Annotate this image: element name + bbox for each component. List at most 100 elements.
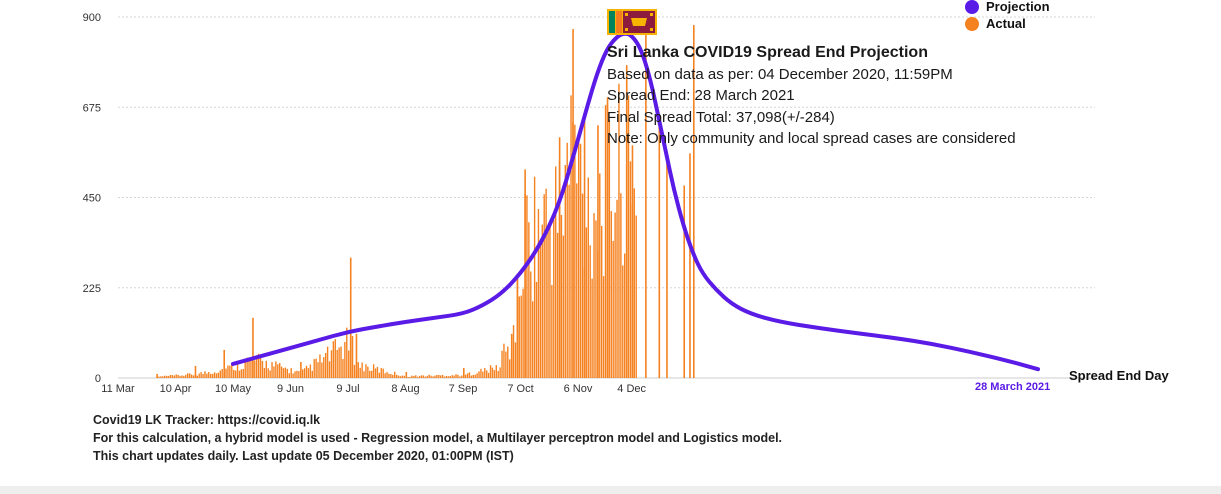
- actual-bar: [409, 376, 411, 378]
- actual-bar: [252, 317, 254, 378]
- actual-bar: [395, 374, 398, 378]
- footer-tracker-link[interactable]: Covid19 LK Tracker: https://covid.iq.lk: [93, 413, 321, 427]
- actual-bar: [445, 375, 448, 378]
- actual-bar: [583, 117, 586, 379]
- actual-bar: [378, 372, 381, 378]
- actual-bar: [601, 225, 603, 378]
- actual-bar: [478, 371, 480, 378]
- actual-bar: [204, 371, 206, 378]
- actual-bar: [484, 368, 486, 378]
- actual-bar: [560, 214, 563, 378]
- end-date-label: 28 March 2021: [975, 381, 1051, 393]
- actual-bar: [225, 368, 227, 378]
- actual-bar: [194, 365, 197, 378]
- actual-bar: [576, 183, 578, 378]
- actual-bar: [476, 373, 478, 378]
- actual-bar: [606, 97, 609, 378]
- actual-bar: [578, 138, 580, 378]
- actual-bar: [384, 373, 386, 378]
- projection-annotation: Sri Lanka COVID19 Spread End Projection …: [607, 42, 1016, 150]
- actual-bar: [179, 375, 181, 378]
- actual-bar: [173, 375, 175, 378]
- annotation-line-final-total: Final Spread Total: 37,098(+/-284): [607, 108, 835, 126]
- actual-bar: [528, 222, 530, 378]
- actual-bar: [246, 357, 248, 378]
- actual-bar: [599, 173, 601, 378]
- actual-bar: [325, 352, 327, 378]
- actual-bar: [547, 226, 549, 378]
- actual-bar: [539, 245, 542, 378]
- actual-bar: [633, 188, 635, 378]
- y-tick-label: 675: [83, 102, 101, 114]
- actual-bar: [164, 375, 166, 378]
- actual-bar: [192, 375, 195, 378]
- actual-bar: [211, 373, 214, 378]
- actual-bar: [610, 211, 612, 378]
- legend: Projection Actual: [965, 0, 1050, 32]
- actual-bar: [631, 145, 634, 378]
- actual-bar: [468, 372, 471, 378]
- actual-bar: [234, 370, 237, 378]
- actual-bar: [330, 350, 333, 378]
- actual-bar: [397, 375, 400, 378]
- actual-bar: [440, 375, 442, 378]
- actual-bar: [315, 358, 317, 378]
- actual-bar: [183, 375, 185, 378]
- actual-bar: [447, 376, 450, 378]
- x-tick-label: 6 Nov: [564, 383, 593, 395]
- actual-bar: [430, 375, 432, 378]
- actual-bar: [346, 327, 348, 378]
- actual-bar: [342, 359, 344, 378]
- actual-bar: [394, 371, 396, 378]
- x-tick-label: 9 Jun: [277, 383, 304, 395]
- actual-bar: [202, 373, 204, 378]
- actual-bar: [231, 363, 233, 378]
- legend-label-actual: Actual: [986, 16, 1026, 31]
- actual-bar: [568, 184, 570, 378]
- actual-bar: [556, 232, 559, 378]
- actual-bar: [516, 273, 519, 378]
- footer-model-note: For this calculation, a hybrid model is …: [93, 431, 783, 445]
- actual-bar: [403, 375, 405, 378]
- actual-bar: [363, 371, 365, 378]
- actual-bar: [558, 137, 561, 378]
- actual-bar: [487, 372, 490, 378]
- actual-bar: [537, 209, 540, 378]
- actual-bar: [355, 333, 358, 378]
- actual-bar: [165, 375, 168, 378]
- actual-bar: [259, 357, 262, 378]
- grid-lines: [118, 16, 1095, 379]
- actual-bar: [401, 375, 404, 378]
- actual-bar: [463, 367, 465, 378]
- actual-bar: [622, 265, 624, 378]
- actual-bar: [280, 366, 283, 378]
- actual-bar: [187, 373, 189, 378]
- actual-bar: [449, 376, 451, 378]
- actual-bar: [261, 360, 264, 378]
- actual-bar: [428, 374, 430, 378]
- actual-bar: [302, 369, 304, 378]
- actual-bar: [589, 245, 591, 378]
- actual-bar: [472, 374, 474, 378]
- actual-bar: [497, 370, 499, 378]
- actual-bar: [217, 372, 220, 378]
- actual-bar: [348, 350, 350, 378]
- actual-bar: [457, 374, 459, 378]
- actual-bar: [188, 373, 191, 378]
- actual-bar: [524, 169, 526, 378]
- x-tick-label: 8 Aug: [391, 383, 419, 395]
- actual-bar: [357, 362, 359, 378]
- actual-bars: [156, 25, 695, 379]
- actual-bar: [369, 370, 371, 378]
- x-tick-label: 10 May: [215, 383, 252, 395]
- actual-bar: [380, 368, 382, 378]
- actual-bar: [585, 227, 588, 378]
- actual-bar: [307, 368, 310, 378]
- actual-bar: [319, 354, 321, 378]
- actual-bar: [658, 117, 661, 379]
- y-tick-label: 450: [83, 193, 101, 205]
- actual-bar: [602, 276, 605, 378]
- actual-bar: [361, 362, 363, 378]
- annotation-line-spread-end: Spread End: 28 March 2021: [607, 87, 795, 104]
- actual-bar: [620, 193, 622, 378]
